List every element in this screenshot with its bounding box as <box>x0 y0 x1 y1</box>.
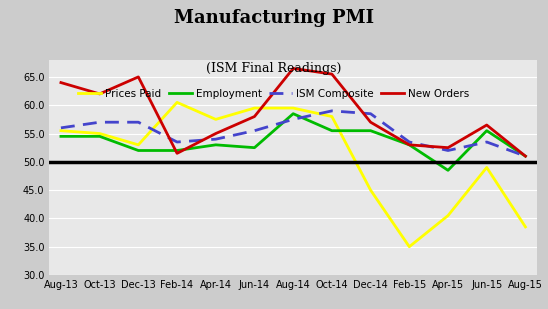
Text: (ISM Final Readings): (ISM Final Readings) <box>206 62 342 75</box>
Legend: Prices Paid, Employment, ISM Composite, New Orders: Prices Paid, Employment, ISM Composite, … <box>78 89 470 99</box>
Text: Manufacturing PMI: Manufacturing PMI <box>174 9 374 27</box>
